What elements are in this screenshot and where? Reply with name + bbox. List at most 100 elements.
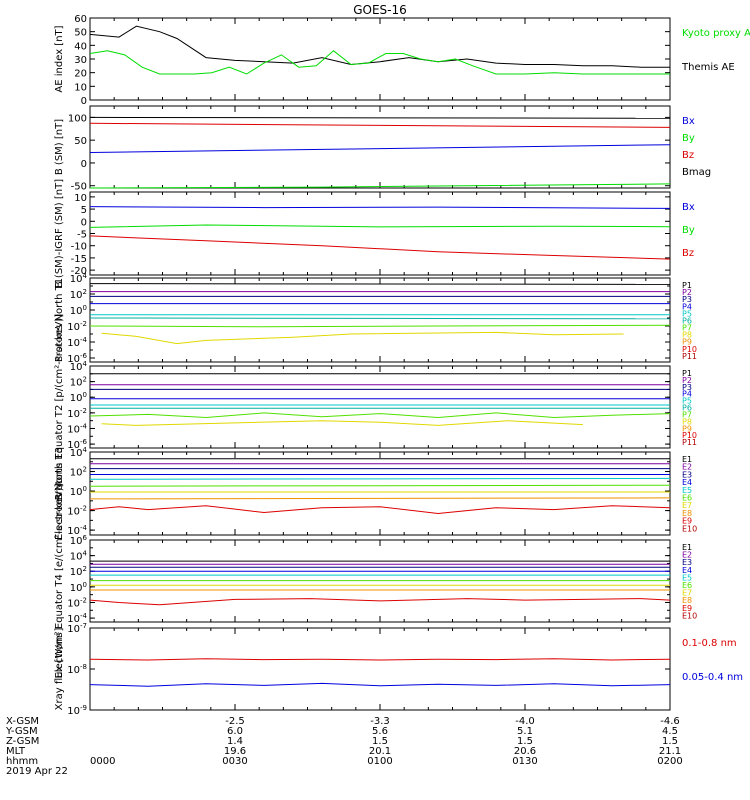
y-tick-label: 0 xyxy=(81,159,87,170)
legend-entry: Bz xyxy=(682,248,694,259)
footer-value: 20.1 xyxy=(369,746,391,757)
series-themis-ae xyxy=(89,25,670,68)
y-tick-label: 10-9 xyxy=(67,704,87,717)
footer-value: 1.5 xyxy=(662,736,678,747)
legend-entry: P10 xyxy=(682,345,697,354)
series-e9 xyxy=(89,505,671,515)
footer-value: 1.5 xyxy=(517,736,533,747)
legend-entry: Bx xyxy=(682,202,695,213)
legend-entry: P4 xyxy=(682,390,692,399)
legend-entry: P1 xyxy=(682,281,692,290)
legend: Bx By Bz Bmag xyxy=(682,116,711,178)
footer-value: -4.0 xyxy=(515,716,535,727)
legend-entry: P6 xyxy=(682,316,692,325)
y-tick-label: 100 xyxy=(70,391,87,404)
legend-entry: P6 xyxy=(682,404,692,413)
legend-entry: Bmag xyxy=(682,167,711,178)
plot-frame xyxy=(89,191,671,276)
legend-entry: P3 xyxy=(682,295,692,304)
legend-entry: 0.05-0.4 nm xyxy=(682,672,743,683)
y-tick-label: 102 xyxy=(70,288,87,301)
footer-value: 1.5 xyxy=(372,736,388,747)
y-tick-label: 102 xyxy=(70,565,87,578)
legend-entry: P9 xyxy=(682,338,692,347)
y-tick-label: 104 xyxy=(70,360,88,373)
legend-entry: E2 xyxy=(682,463,692,472)
legend-entry: E1 xyxy=(682,543,692,552)
legend-entry: P7 xyxy=(682,324,692,333)
series-0-1-0-8-nm xyxy=(89,658,671,661)
legend-entry: 0.1-0.8 nm xyxy=(682,638,737,649)
legend-entry: E10 xyxy=(682,524,697,533)
y-axis-label: AE index [nT] xyxy=(54,25,65,92)
legend-entry: E9 xyxy=(682,517,692,526)
y-tick-label: 50 xyxy=(74,28,87,39)
y-tick-label: 20 xyxy=(74,69,87,80)
y-tick-label: 106 xyxy=(70,534,88,547)
legend-entry: P8 xyxy=(682,331,692,340)
y-tick-label: 100 xyxy=(70,581,87,594)
y-tick-label: 50 xyxy=(74,136,87,147)
y-tick-label: -20 xyxy=(71,266,87,277)
y-tick-label: 10-8 xyxy=(67,663,87,676)
y-tick-label: 10-4 xyxy=(67,422,87,435)
legend-entry: P2 xyxy=(682,288,692,297)
series-p7 xyxy=(89,412,671,419)
legend-entry: E6 xyxy=(682,581,692,590)
legend-entry: E3 xyxy=(682,470,692,479)
legend: 0.1-0.8 nm 0.05-0.4 nm xyxy=(682,638,743,683)
series-e9 xyxy=(89,598,671,606)
footer-row-label: 2019 Apr 22 xyxy=(6,766,68,777)
footer-value: 5.6 xyxy=(372,726,388,737)
y-tick-label: 10-2 xyxy=(67,596,87,609)
legend-entry: P1 xyxy=(682,369,692,378)
y-tick-label: 10 xyxy=(74,82,87,93)
y-tick-label: -5 xyxy=(77,230,87,241)
y-tick-label: 102 xyxy=(70,466,87,479)
legend-entry: E1 xyxy=(682,455,692,464)
legend-entry: P2 xyxy=(682,376,692,385)
footer-value: 0200 xyxy=(657,756,682,767)
legend-entry: P5 xyxy=(682,309,692,318)
legend-entry: E9 xyxy=(682,604,692,613)
y-axis-label: B (SM) [nT] xyxy=(54,119,65,175)
plot-frame xyxy=(89,451,671,536)
legend-entry: By xyxy=(682,133,695,144)
series-bz xyxy=(89,122,671,128)
legend-entry: Bx xyxy=(682,116,695,127)
series-0-05-0-4-nm xyxy=(89,682,671,687)
footer-value: 5.1 xyxy=(517,726,533,737)
footer-value: 21.1 xyxy=(659,746,681,757)
footer-value: 20.6 xyxy=(514,746,536,757)
legend-entry: E10 xyxy=(682,611,697,620)
legend-entry: Bz xyxy=(682,150,694,161)
legend-entry: E6 xyxy=(682,494,692,503)
series-bx xyxy=(89,144,671,153)
legend-entry: E3 xyxy=(682,558,692,567)
y-tick-label: 10-2 xyxy=(67,320,87,333)
y-axis-label: Protons North T1 xyxy=(54,278,65,362)
y-axis-label: Xray flux [W/m²] xyxy=(54,628,65,711)
series-p1 xyxy=(89,283,671,285)
y-tick-label: 10-6 xyxy=(67,352,87,365)
y-axis-label: B (SM)-IGRF (SM) [nT] xyxy=(54,179,65,288)
series-bz xyxy=(89,235,671,260)
y-tick-label: 10-4 xyxy=(67,336,87,349)
series-e6 xyxy=(89,484,671,487)
series-bx xyxy=(89,206,671,209)
footer-value: -2.5 xyxy=(225,716,245,727)
y-tick-label: 10-7 xyxy=(67,622,87,635)
legend-entry: Kyoto proxy AE xyxy=(682,28,750,39)
y-tick-label: 10-4 xyxy=(67,612,87,625)
series-p8 xyxy=(101,331,624,345)
series-e5 xyxy=(89,477,671,480)
legend-entry: By xyxy=(682,225,695,236)
